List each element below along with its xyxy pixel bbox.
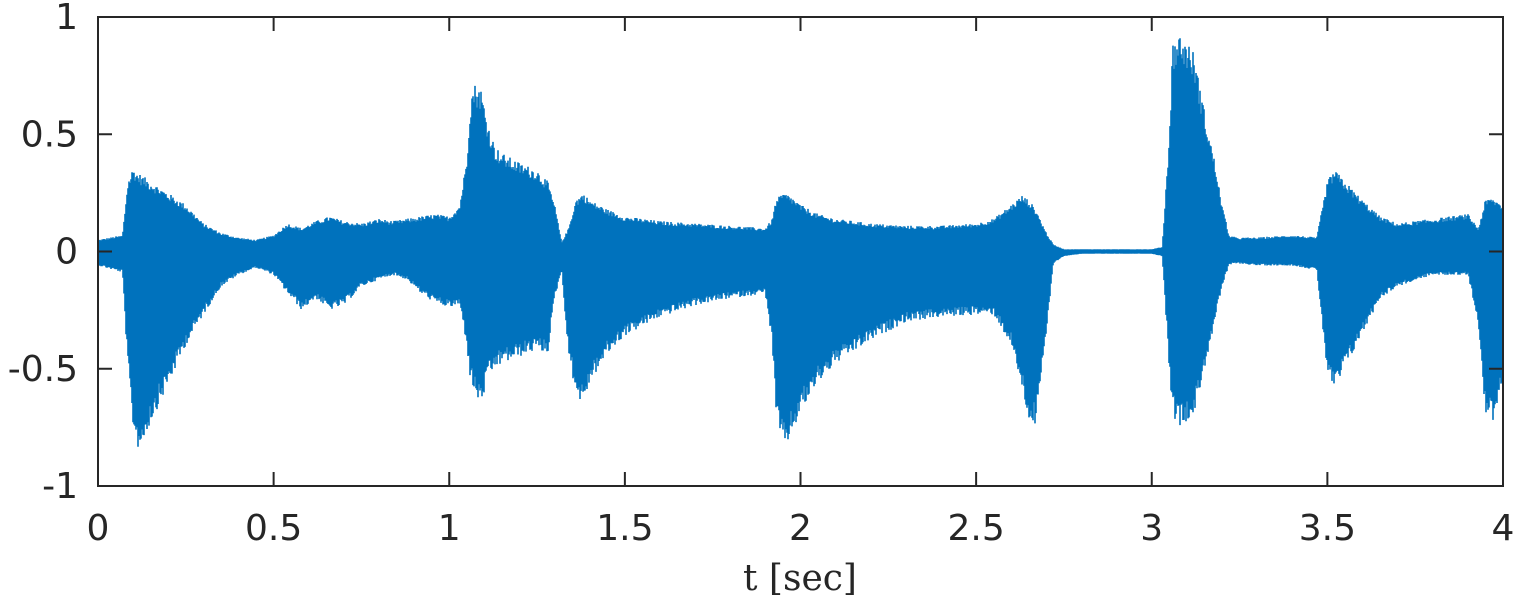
x-tick-label: 0 <box>87 508 110 549</box>
y-tick-label: 0 <box>55 232 78 273</box>
x-tick-label: 1 <box>438 508 461 549</box>
x-tick-label: 2 <box>789 508 812 549</box>
y-tick-label: 1 <box>55 0 78 38</box>
axis-ticks <box>97 16 1504 487</box>
x-tick-label: 3.5 <box>1299 508 1356 549</box>
y-tick-labels: 1 0.5 0 -0.5 -1 <box>8 0 78 507</box>
x-tick-label: 3 <box>1140 508 1163 549</box>
x-tick-label: 4 <box>1492 508 1515 549</box>
x-axis-label: t [sec] <box>743 558 857 599</box>
y-tick-label: 0.5 <box>21 114 78 155</box>
y-tick-label: -0.5 <box>8 349 78 390</box>
x-tick-label: 1.5 <box>596 508 653 549</box>
x-tick-labels: 0 0.5 1 1.5 2 2.5 3 3.5 4 <box>87 508 1515 549</box>
x-tick-label: 2.5 <box>947 508 1004 549</box>
y-tick-label: -1 <box>42 466 78 507</box>
x-tick-label: 0.5 <box>245 508 302 549</box>
